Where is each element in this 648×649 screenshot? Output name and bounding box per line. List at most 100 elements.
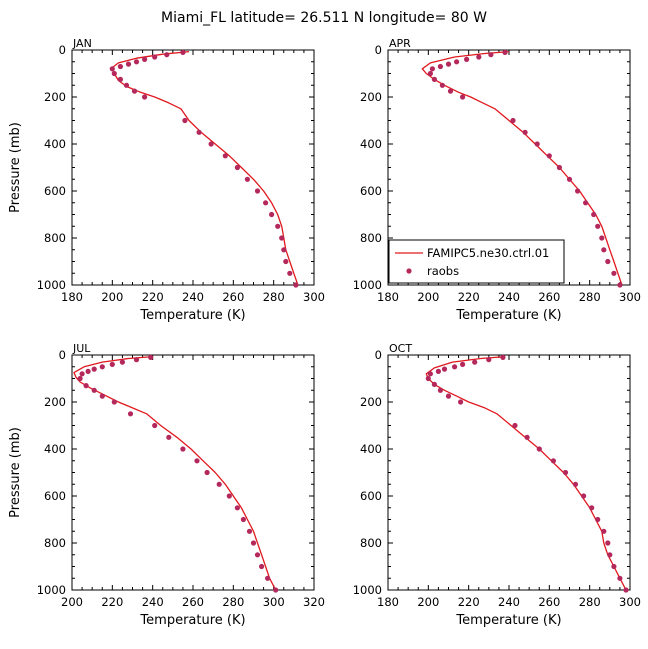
legend-box (388, 239, 565, 284)
raobs-point (254, 188, 261, 194)
raobs-point (472, 359, 478, 365)
y-tick-label: 600 (44, 489, 66, 503)
raobs-point (117, 63, 123, 70)
raobs-point (111, 70, 117, 77)
raobs-point (234, 164, 240, 171)
y-tick-label: 0 (59, 43, 66, 57)
x-tick-label: 200 (417, 290, 439, 304)
raobs-point (607, 552, 613, 558)
raobs-point (447, 88, 454, 94)
raobs-point (263, 200, 269, 206)
raobs-point (583, 200, 589, 206)
x-axis-label: Temperature (K) (455, 308, 561, 323)
x-tick-label: 260 (538, 595, 560, 609)
x-tick-label: 300 (263, 595, 285, 609)
y-tick-label: 1000 (37, 278, 66, 292)
chart-panel-apr: 180 200 220 240 260 280 300 0 200 400 600 800 1000 AP… (353, 37, 641, 323)
raobs-point (222, 153, 228, 159)
raobs-point (142, 94, 148, 100)
y-tick-label: 200 (44, 395, 66, 409)
raobs-point (148, 354, 154, 360)
x-tick-label: 320 (303, 595, 325, 609)
raobs-point (460, 94, 466, 100)
raobs-point (279, 235, 285, 241)
raobs-point (452, 364, 458, 370)
raobs-point (244, 176, 250, 182)
y-tick-label: 800 (44, 231, 66, 245)
raobs-point (623, 587, 629, 593)
raobs-point (431, 381, 437, 387)
y-tick-label: 0 (375, 348, 382, 362)
raobs-point (534, 141, 540, 147)
raobs-point (502, 49, 508, 56)
chart-panel-jul: 200 220 240 260 280 300 320 0 200 400 600 800 1000 JU… (8, 342, 325, 628)
raobs-point (265, 575, 271, 581)
plot-frame (71, 49, 315, 286)
x-tick-label: 200 (101, 290, 123, 304)
x-tick-label: 280 (579, 290, 601, 304)
raobs-point (435, 368, 441, 374)
chart-panel-oct: 180 200 220 240 260 280 300 0 200 400 600 800 1000 OC… (353, 342, 641, 628)
raobs-point (464, 56, 470, 63)
raobs-point (226, 493, 232, 499)
raobs-point (437, 63, 443, 70)
raobs-point (575, 188, 581, 194)
model-profile-line (425, 355, 627, 591)
raobs-point (522, 129, 528, 135)
x-tick-label: 260 (182, 595, 204, 609)
x-tick-label: 240 (498, 290, 520, 304)
legend-model-label: FAMIPC5.ne30.ctrl.01 (427, 246, 549, 260)
raobs-point (611, 270, 617, 276)
chart-panels: 180 200 220 240 260 280 300 0 200 400 600 800 1000 JA… (8, 37, 641, 628)
raobs-point (445, 393, 452, 399)
y-tick-label: 1000 (353, 583, 382, 597)
raobs-point (562, 469, 569, 476)
x-tick-label: 180 (61, 290, 83, 304)
panel-title: OCT (389, 342, 412, 355)
raobs-point (111, 399, 117, 405)
panel-title: JAN (72, 37, 92, 50)
raobs-point (591, 211, 597, 218)
y-tick-label: 800 (44, 536, 66, 550)
raobs-point (566, 176, 573, 182)
raobs-point (216, 481, 222, 487)
raobs-point (524, 434, 530, 440)
raobs-point (125, 61, 132, 67)
raobs-point (437, 387, 443, 393)
raobs-point (164, 52, 170, 58)
y-tick-label: 400 (44, 137, 66, 151)
raobs-point (109, 361, 115, 367)
raobs-point (142, 56, 148, 63)
raobs-point (131, 88, 138, 94)
raobs-point (581, 493, 587, 499)
raobs-point (601, 247, 607, 253)
raobs-point (556, 164, 563, 171)
raobs-point (119, 359, 125, 365)
y-tick-label: 400 (360, 137, 382, 151)
x-tick-label: 280 (263, 290, 285, 304)
raobs-point (512, 422, 518, 429)
x-tick-label: 280 (222, 595, 244, 609)
raobs-point (234, 505, 240, 511)
raobs-point (196, 129, 202, 135)
raobs-point (275, 223, 281, 229)
y-tick-label: 200 (44, 90, 66, 104)
raobs-point (550, 458, 557, 464)
raobs-point (427, 70, 433, 77)
x-tick-label: 300 (619, 595, 641, 609)
raobs-point (601, 528, 607, 534)
raobs-point (441, 366, 448, 372)
x-tick-label: 280 (579, 595, 601, 609)
figure-title: Miami_FL latitude= 26.511 N longitude= 8… (161, 10, 487, 26)
y-axis-label: Pressure (mb) (8, 427, 23, 518)
raobs-point (204, 469, 210, 476)
x-tick-label: 220 (101, 595, 123, 609)
raobs-point (250, 540, 257, 546)
x-tick-label: 220 (458, 290, 480, 304)
raobs-point (439, 82, 445, 88)
raobs-point (595, 223, 601, 229)
raobs-point (273, 587, 279, 593)
raobs-point (281, 247, 287, 253)
raobs-point (83, 383, 89, 389)
